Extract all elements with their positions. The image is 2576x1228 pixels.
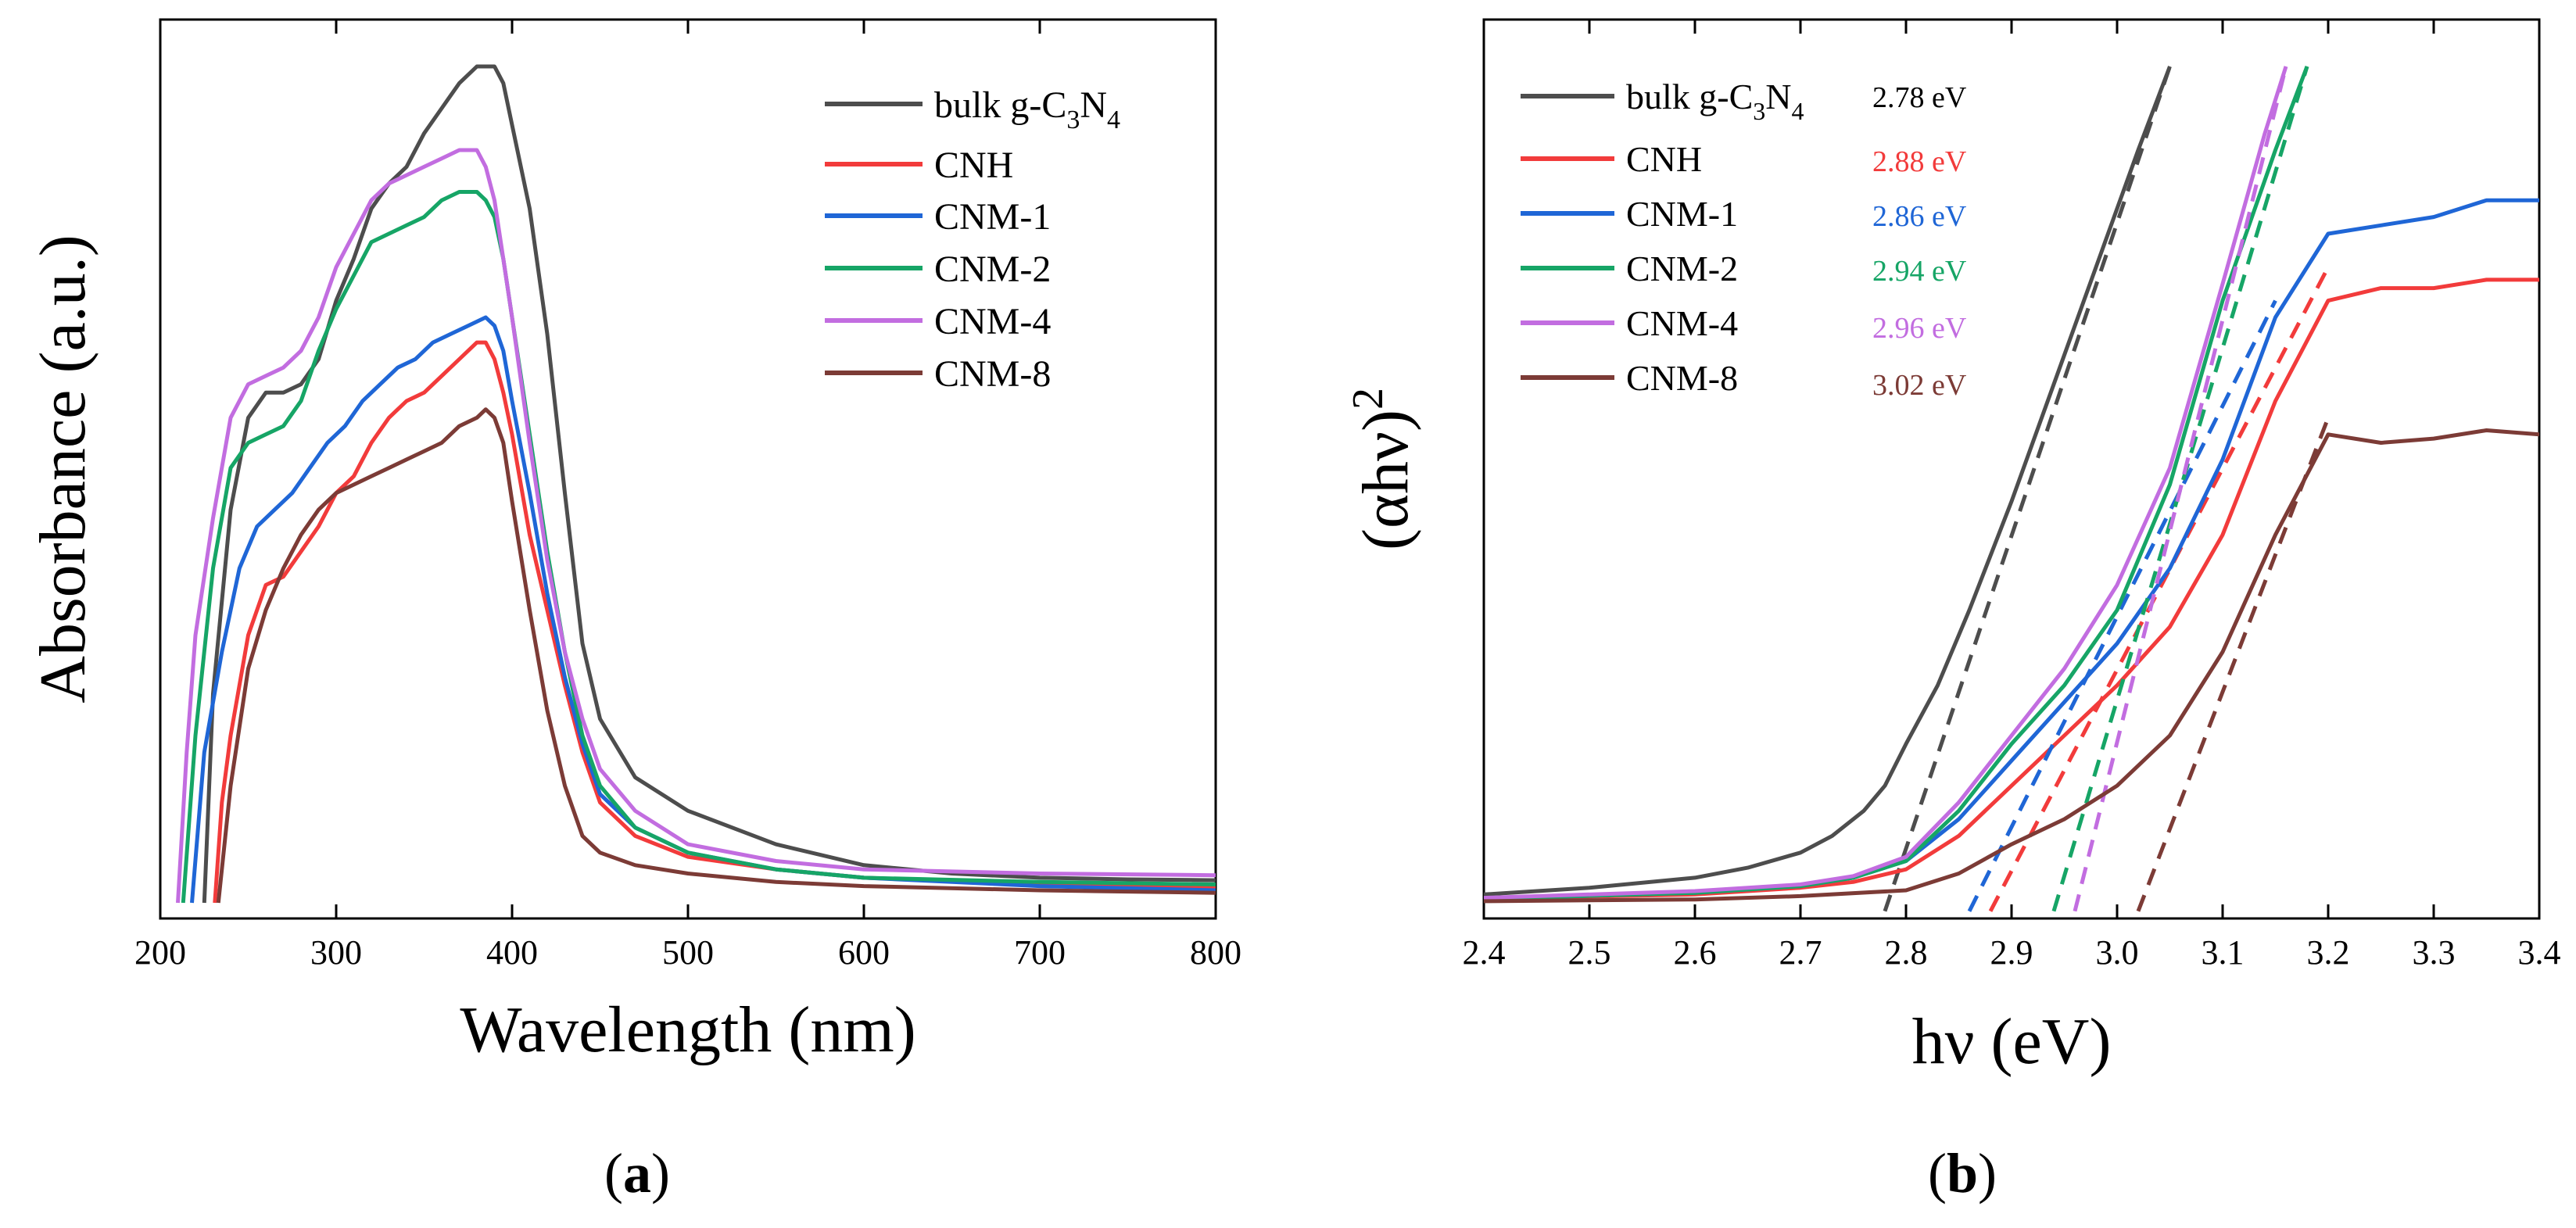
legend-label-bulk: bulk g-C3N4	[934, 84, 1120, 134]
legend-b-entry-CNM-4: CNM-4 2.96 eV	[1521, 303, 1967, 345]
gap-label-CNM-8: 3.02 eV	[1872, 369, 1967, 402]
series-line-CNM-8	[216, 407, 1216, 904]
gap-label-CNM-2: 2.94 eV	[1872, 255, 1967, 288]
legend-entry-CNM-4: CNM-4	[825, 301, 1051, 342]
x-tick-label: 600	[838, 933, 890, 972]
legend-entry-CNH: CNH	[825, 145, 1013, 186]
x-tick-label: 700	[1014, 933, 1066, 972]
panel-a-xticks: 200 300 400 500 600 700 800	[134, 20, 1241, 972]
panel-a: 200 300 400 500 600 700 800 bulk g-C3N4 CNH CN…	[27, 18, 1241, 1205]
legend-b-label-CNH: CNH	[1626, 139, 1702, 179]
legend-b-entry-CNM-8: CNM-8 3.02 eV	[1521, 358, 1967, 402]
x-tick-label: 2.4	[1463, 933, 1506, 972]
panel-a-legend: bulk g-C3N4 CNH CNM-1 CNM-2 CNM-4 CNM-8	[825, 84, 1120, 395]
x-tick-label: 3.2	[2307, 933, 2350, 972]
series-line-CNM-2	[181, 190, 1216, 904]
x-tick-label: 300	[310, 933, 362, 972]
panel-a-curves	[176, 64, 1216, 904]
panel-b: 2.4 2.5 2.6 2.7 2.8 2.9 3.0 3.1 3.2 3.3 3.4 bulk g…	[1344, 18, 2561, 1205]
panel-a-caption: (a)	[604, 1142, 670, 1205]
legend-b-entry-CNH: CNH 2.88 eV	[1521, 139, 1967, 179]
fit-line-CNM-2	[2051, 66, 2309, 912]
series-line-CNM-8	[1484, 428, 2539, 904]
panel-a-frame	[159, 18, 1217, 920]
gap-label-CNH: 2.88 eV	[1872, 145, 1967, 178]
series-line-CNH	[1484, 277, 2539, 901]
x-tick-label: 3.1	[2202, 933, 2245, 972]
legend-b-label-CNM-1: CNM-1	[1626, 194, 1738, 234]
panel-b-xlabel: hν (eV)	[1912, 1005, 2112, 1078]
legend-b-label-CNM-2: CNM-2	[1626, 249, 1738, 288]
panel-a-ylabel: Absorbance (a.u.)	[27, 235, 99, 703]
legend-b-entry-CNM-1: CNM-1 2.86 eV	[1521, 194, 1967, 234]
legend-entry-CNM-1: CNM-1	[825, 196, 1051, 238]
legend-entry-CNM-2: CNM-2	[825, 249, 1051, 290]
legend-entry-bulk: bulk g-C3N4	[825, 84, 1120, 134]
x-tick-label: 3.4	[2518, 933, 2561, 972]
x-tick-label: 2.8	[1885, 933, 1928, 972]
gap-label-CNM-1: 2.86 eV	[1872, 200, 1967, 233]
gap-label-CNM-4: 2.96 eV	[1872, 312, 1967, 345]
legend-label-CNM-2: CNM-2	[934, 249, 1051, 290]
fit-line-CNM-8	[2136, 417, 2331, 912]
legend-label-CNH: CNH	[934, 145, 1013, 186]
legend-b-entry-CNM-2: CNM-2 2.94 eV	[1521, 249, 1967, 288]
panel-b-ylabel: (αhν)2	[1344, 388, 1422, 550]
panel-b-caption: (b)	[1928, 1142, 1997, 1205]
series-line-CNH	[213, 340, 1216, 904]
series-line-CNM-4	[176, 148, 1216, 904]
x-tick-label: 800	[1190, 933, 1241, 972]
panel-b-xticks: 2.4 2.5 2.6 2.7 2.8 2.9 3.0 3.1 3.2 3.3 3.4	[1463, 20, 2561, 972]
x-tick-label: 500	[662, 933, 714, 972]
panel-a-xlabel: Wavelength (nm)	[460, 993, 915, 1066]
series-line-CNM-4	[1484, 66, 2288, 900]
panel-b-curves	[1484, 66, 2539, 912]
legend-entry-CNM-8: CNM-8	[825, 353, 1051, 395]
x-tick-label: 400	[486, 933, 538, 972]
legend-label-CNM-1: CNM-1	[934, 196, 1051, 238]
fit-line-bulk	[1883, 66, 2172, 912]
fit-line-CNM-1	[1967, 299, 2277, 912]
x-tick-label: 200	[134, 933, 186, 972]
gap-label-bulk: 2.78 eV	[1872, 81, 1967, 114]
x-tick-label: 3.0	[2096, 933, 2139, 972]
fit-line-CNM-4	[2073, 66, 2288, 912]
legend-b-entry-bulk: bulk g-C3N4 2.78 eV	[1521, 77, 1967, 125]
legend-label-CNM-4: CNM-4	[934, 301, 1051, 342]
legend-b-label-bulk: bulk g-C3N4	[1626, 77, 1804, 125]
series-line-bulk	[202, 64, 1216, 904]
fit-line-CNH	[1988, 266, 2331, 912]
legend-b-label-CNM-8: CNM-8	[1626, 358, 1738, 398]
x-tick-label: 2.6	[1674, 933, 1717, 972]
x-tick-label: 2.5	[1568, 933, 1611, 972]
x-tick-label: 2.9	[1990, 933, 2033, 972]
series-line-bulk	[1484, 66, 2172, 897]
legend-b-label-CNM-4: CNM-4	[1626, 303, 1738, 343]
x-tick-label: 2.7	[1779, 933, 1822, 972]
panel-b-legend: bulk g-C3N4 2.78 eV CNH 2.88 eV CNM-1 2.…	[1521, 77, 1967, 402]
x-tick-label: 3.3	[2413, 933, 2456, 972]
legend-label-CNM-8: CNM-8	[934, 353, 1051, 395]
